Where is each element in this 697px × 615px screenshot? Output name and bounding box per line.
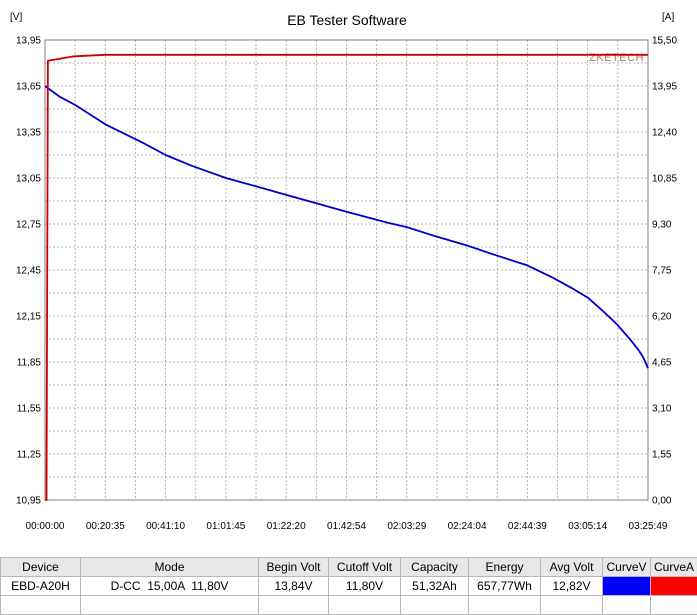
header-capacity[interactable]: Capacity [401,558,469,577]
header-energy[interactable]: Energy [469,558,541,577]
x-tick-label: 00:41:10 [146,521,185,532]
header-begin-volt[interactable]: Begin Volt [259,558,329,577]
header-curve-v[interactable]: CurveV [603,558,651,577]
y-left-tick-label: 12,75 [16,220,41,231]
y-right-tick-label: 13,95 [652,82,677,93]
y-right-tick-label: 10,85 [652,174,677,185]
y-right-tick-label: 9,30 [652,220,672,231]
y-left-tick-label: 13,95 [16,36,41,47]
x-tick-label: 03:25:49 [629,521,668,532]
chart: EB Tester Software [V] [A] ZKETECH 13,95… [0,0,697,556]
y-left-tick-label: 11,55 [17,404,42,415]
y-left-tick-label: 11,85 [17,358,42,369]
header-device[interactable]: Device [1,558,81,577]
y-right-unit: [A] [662,12,674,23]
cell-avg-volt: 12,82V [541,577,603,596]
y-right-tick-label: 1,55 [652,450,672,461]
chart-title: EB Tester Software [287,12,407,28]
y-left-unit: [V] [10,12,22,23]
results-header-row: Device Mode Begin Volt Cutoff Volt Capac… [1,558,697,577]
y-right-tick-label: 6,20 [652,312,672,323]
y-left-tick-label: 12,45 [16,266,41,277]
x-tick-label: 00:20:35 [86,521,125,532]
cell-begin-volt: 13,84V [259,577,329,596]
x-tick-label: 03:05:14 [568,521,607,532]
cell-mode: D-CC 15,00A 11,80V [81,577,259,596]
table-row [1,596,697,615]
cell-cutoff-volt: 11,80V [329,577,401,596]
header-mode[interactable]: Mode [81,558,259,577]
header-avg-volt[interactable]: Avg Volt [541,558,603,577]
x-tick-label: 00:00:00 [26,521,65,532]
x-tick-label: 02:44:39 [508,521,547,532]
cell-energy: 657,77Wh [469,577,541,596]
y-right-tick-label: 15,50 [652,36,677,47]
cell-device: EBD-A20H [1,577,81,596]
y-right-tick-label: 7,75 [652,266,672,277]
x-tick-label: 02:03:29 [387,521,426,532]
results-table: Device Mode Begin Volt Cutoff Volt Capac… [0,557,697,615]
curve-v-color-swatch[interactable] [603,577,651,596]
y-right-tick-label: 0,00 [652,496,672,507]
y-left-tick-label: 13,35 [16,128,41,139]
grid [45,40,648,500]
y-left-tick-label: 13,05 [16,174,41,185]
watermark: ZKETECH [589,52,644,64]
header-cutoff-volt[interactable]: Cutoff Volt [329,558,401,577]
y-left-tick-label: 12,15 [16,312,41,323]
y-right-tick-label: 12,40 [652,128,677,139]
header-curve-a[interactable]: CurveA [651,558,697,577]
x-tick-label: 02:24:04 [448,521,487,532]
y-right-tick-label: 3,10 [652,404,672,415]
y-left-tick-label: 11,25 [17,450,42,461]
table-row[interactable]: EBD-A20H D-CC 15,00A 11,80V 13,84V 11,80… [1,577,697,596]
y-left-tick-label: 13,65 [16,82,41,93]
cell-capacity: 51,32Ah [401,577,469,596]
curve-a-color-swatch[interactable] [651,577,697,596]
x-tick-label: 01:42:54 [327,521,366,532]
x-tick-label: 01:01:45 [206,521,245,532]
y-right-tick-label: 4,65 [652,358,672,369]
x-tick-label: 01:22:20 [267,521,306,532]
y-left-tick-label: 10,95 [16,496,41,507]
